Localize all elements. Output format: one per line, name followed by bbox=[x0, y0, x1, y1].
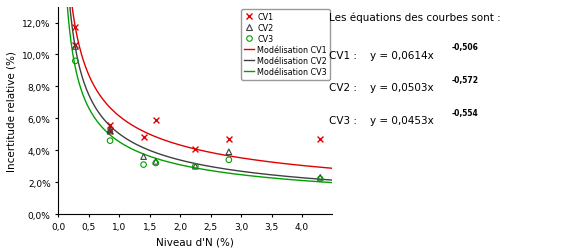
Point bbox=[191, 165, 200, 169]
Point bbox=[151, 160, 160, 164]
Text: -0,506: -0,506 bbox=[452, 43, 479, 52]
Text: CV1 :    y = 0,0614x: CV1 : y = 0,0614x bbox=[329, 50, 434, 60]
Legend: CV1, CV2, CV3, Modélisation CV1, Modélisation CV2, Modélisation CV3: CV1, CV2, CV3, Modélisation CV1, Modélis… bbox=[241, 10, 330, 80]
Text: CV3 :    y = 0,0453x: CV3 : y = 0,0453x bbox=[329, 116, 434, 126]
Point bbox=[71, 26, 80, 30]
Point bbox=[224, 150, 234, 154]
Text: -0,572: -0,572 bbox=[452, 76, 479, 85]
Point bbox=[224, 158, 234, 162]
Point bbox=[224, 138, 234, 142]
Point bbox=[191, 165, 200, 169]
Point bbox=[106, 130, 115, 134]
Y-axis label: Incertitude relative (%): Incertitude relative (%) bbox=[6, 51, 16, 171]
Point bbox=[151, 118, 160, 122]
Point bbox=[191, 147, 200, 151]
Point bbox=[139, 136, 148, 140]
Text: Les équations des courbes sont :: Les équations des courbes sont : bbox=[329, 13, 501, 23]
Point bbox=[139, 163, 148, 167]
X-axis label: Niveau d'N (%): Niveau d'N (%) bbox=[156, 236, 234, 246]
Text: CV2 :    y = 0,0503x: CV2 : y = 0,0503x bbox=[329, 83, 434, 93]
Point bbox=[106, 123, 115, 127]
Point bbox=[71, 44, 80, 48]
Point bbox=[139, 155, 148, 159]
Point bbox=[71, 45, 80, 49]
Point bbox=[106, 130, 115, 134]
Point bbox=[71, 59, 80, 64]
Point bbox=[315, 177, 325, 181]
Point bbox=[106, 128, 115, 132]
Text: -0,554: -0,554 bbox=[452, 108, 479, 117]
Point bbox=[315, 138, 325, 142]
Point bbox=[151, 161, 160, 165]
Point bbox=[106, 139, 115, 143]
Point bbox=[315, 176, 325, 180]
